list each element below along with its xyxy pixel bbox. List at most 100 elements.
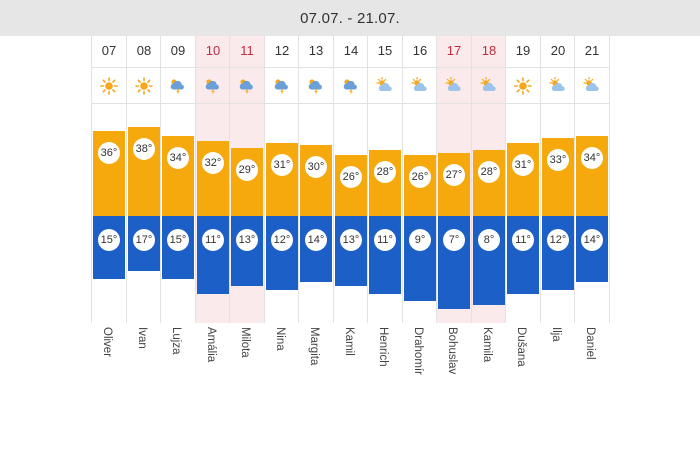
day-number: 21 [584,43,600,58]
row-divider [472,103,506,104]
high-temp-label: 28° [478,161,500,183]
partly-cloudy-icon [548,76,568,96]
storm-cloud-icon [341,76,361,96]
name-day-cell: Kamila [471,323,505,453]
row-divider [265,103,299,104]
sun-icon [513,76,533,96]
row-divider [334,103,368,104]
low-temp-label: 12° [271,229,293,251]
high-temp-label: 27° [443,164,465,186]
low-temp-bar [231,216,263,286]
row-divider [541,67,575,68]
day-column[interactable]: 08 38° 17° [126,36,161,323]
name-day-cell: Ivan [126,323,160,453]
partly-cloudy-icon [375,76,395,96]
day-column[interactable]: 09 34° 15° [160,36,195,323]
row-divider [299,67,333,68]
high-temp-label: 28° [374,161,396,183]
storm-cloud-icon [168,76,188,96]
name-day-label: Drahomír [412,327,424,375]
partly-cloudy-icon [479,76,499,96]
day-number: 19 [515,43,531,58]
low-temp-label: 17° [133,229,155,251]
low-temp-bar [335,216,367,286]
day-column[interactable]: 14 26° 13° [333,36,368,323]
name-day-cell: Bohuslav [436,323,470,453]
low-temp-label: 13° [236,229,258,251]
low-temp-label: 12° [547,229,569,251]
row-divider [575,103,609,104]
partly-cloudy-icon [410,76,430,96]
day-column[interactable]: 13 30° 14° [298,36,333,323]
row-divider [506,67,540,68]
high-temp-label: 29° [236,159,258,181]
name-day-label: Ilja [550,327,562,342]
day-column[interactable]: 15 28° 11° [367,36,402,323]
name-day-cell: Drahomír [402,323,436,453]
name-day-cell: Margita [298,323,332,453]
low-temp-label: 15° [167,229,189,251]
row-divider [334,67,368,68]
row-divider [265,67,299,68]
low-temp-label: 9° [409,229,431,251]
day-column[interactable]: 07 36° 15° [91,36,126,323]
row-divider [437,67,471,68]
name-day-label: Kamila [481,327,493,363]
storm-cloud-icon [306,76,326,96]
name-day-cell: Nina [264,323,298,453]
name-day-label: Margita [308,327,320,366]
name-day-cell: Kamil [333,323,367,453]
row-divider [230,103,264,104]
row-divider [161,67,195,68]
day-column[interactable]: 18 28° 8° [471,36,506,323]
row-divider [368,67,402,68]
high-temp-label: 26° [409,166,431,188]
row-divider [368,103,402,104]
low-temp-bar [542,216,574,290]
day-column[interactable]: 12 31° 12° [264,36,299,323]
high-temp-label: 33° [547,149,569,171]
day-number: 17 [446,43,462,58]
day-number: 16 [412,43,428,58]
day-column[interactable]: 16 26° 9° [402,36,437,323]
high-temp-label: 38° [133,138,155,160]
name-day-label: Kamil [343,327,355,356]
low-temp-bar [266,216,298,290]
row-divider [575,67,609,68]
name-day-label: Lujza [170,327,182,355]
low-temp-bar [507,216,539,294]
low-temp-label: 11° [374,229,396,251]
day-number: 14 [343,43,359,58]
day-number: 09 [170,43,186,58]
day-column[interactable]: 20 33° 12° [540,36,575,323]
name-day-label: Amália [205,327,217,363]
storm-cloud-icon [203,76,223,96]
name-day-label: Ivan [136,327,148,349]
low-temp-label: 14° [305,229,327,251]
day-column[interactable]: 21 34° 14° [574,36,610,323]
partly-cloudy-icon [582,76,602,96]
name-day-cell: Lujza [160,323,194,453]
forecast-table: 07 36° 15° 08 38° 17° 09 34° 15° 10 32° 11° 11 29° 13°… [91,36,610,323]
name-day-label: Henrich [377,327,389,367]
row-divider [92,67,126,68]
day-column[interactable]: 10 32° 11° [195,36,230,323]
day-number: 07 [101,43,117,58]
row-divider [127,67,161,68]
row-divider [437,103,471,104]
name-day-label: Milota [239,327,251,358]
name-day-cell: Dušana [505,323,539,453]
day-number: 20 [550,43,566,58]
row-divider [472,67,506,68]
low-temp-bar [197,216,229,294]
day-number: 10 [205,43,221,58]
day-column[interactable]: 19 31° 11° [505,36,540,323]
row-divider [161,103,195,104]
name-day-label: Dušana [515,327,527,367]
row-divider [403,67,437,68]
row-divider [196,103,230,104]
day-column[interactable]: 11 29° 13° [229,36,264,323]
high-temp-label: 31° [512,154,534,176]
day-column[interactable]: 17 27° 7° [436,36,471,323]
low-temp-label: 11° [512,229,534,251]
